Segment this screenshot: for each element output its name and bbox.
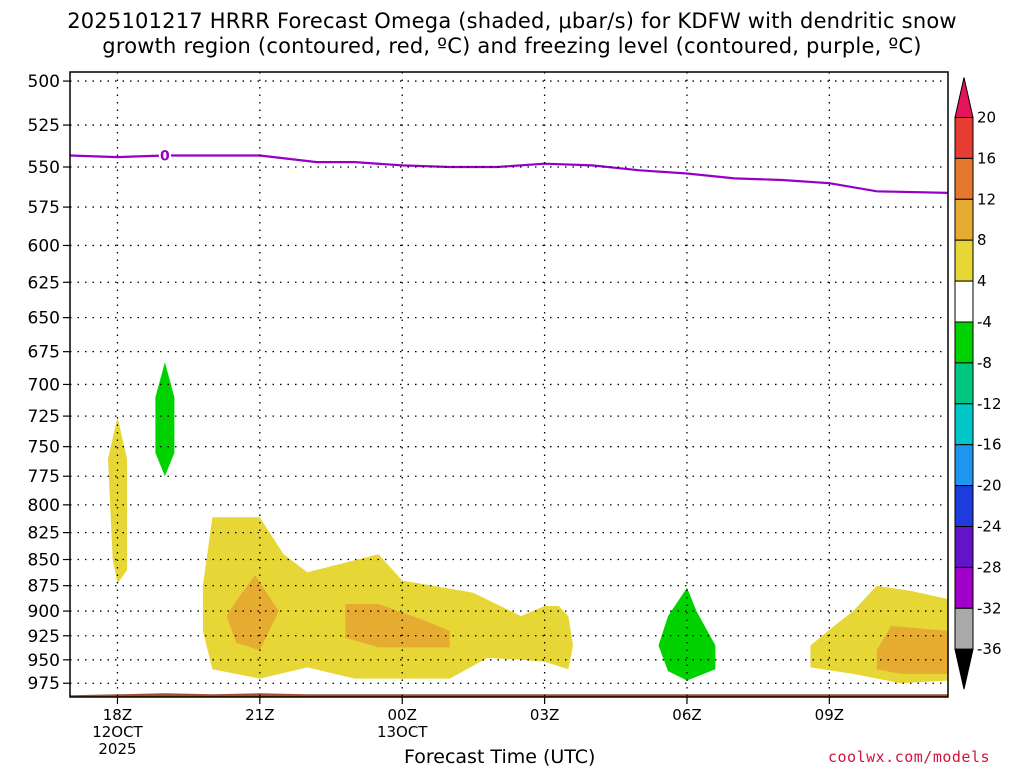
- colorbar-label: -20: [977, 477, 1002, 495]
- colorbar-segment: [954, 444, 974, 487]
- y-tick-label: 800: [28, 496, 60, 516]
- colorbar-segment: [954, 117, 974, 159]
- x-tick-year: 2025: [98, 740, 136, 758]
- x-tick-date: 12OCT: [92, 723, 143, 741]
- x-tick-date: 13OCT: [377, 723, 428, 741]
- colorbar-label: -12: [977, 395, 1002, 413]
- colorbar-segment: [954, 157, 974, 200]
- colorbar-segment: [954, 485, 974, 528]
- colorbar-segment: [954, 566, 974, 609]
- plot-clipped-group: 0: [70, 147, 948, 697]
- y-tick-label: 700: [28, 375, 60, 395]
- x-tick-label: 06Z: [672, 706, 701, 724]
- y-tick-label: 725: [28, 407, 60, 427]
- omega-region-6: [658, 587, 716, 681]
- colorbar-label: -4: [977, 313, 992, 331]
- y-tick-label: 750: [28, 438, 60, 458]
- y-tick-label: 650: [28, 309, 60, 329]
- y-tick-label: 600: [28, 236, 60, 256]
- y-tick-label: 825: [28, 524, 60, 544]
- chart-title-line-2: growth region (contoured, red, ºC) and f…: [102, 34, 922, 58]
- colorbar-segment: [954, 403, 974, 446]
- y-tick-label: 575: [28, 198, 60, 218]
- colorbar-segment: [954, 239, 974, 282]
- colorbar-bottom-arrow: [954, 648, 974, 690]
- colorbar-label: -36: [977, 640, 1002, 658]
- colorbar-label: -8: [977, 354, 992, 372]
- freezing-level-label: 0: [160, 148, 170, 164]
- freezing-level-line: [70, 154, 948, 194]
- omega-region-5: [345, 604, 450, 648]
- x-tick-label: 03Z: [530, 706, 559, 724]
- omega-region-2: [155, 362, 175, 477]
- omega-region-3: [202, 517, 574, 679]
- x-tick-label: 18Z: [103, 706, 132, 724]
- colorbar-label: -16: [977, 436, 1002, 454]
- colorbar-label: 12: [977, 190, 996, 208]
- y-tick-label: 925: [28, 627, 60, 647]
- colorbar-segment: [954, 280, 974, 323]
- x-tick-label: 21Z: [245, 706, 274, 724]
- colorbar-label: -32: [977, 599, 1002, 617]
- colorbar-top-arrow: [954, 77, 974, 118]
- freezing-level-label-bg: [158, 147, 171, 163]
- colorbar-label: 16: [977, 149, 996, 167]
- x-tick-label: 09Z: [815, 706, 844, 724]
- y-tick-label: 875: [28, 577, 60, 597]
- colorbar-segment: [954, 321, 974, 364]
- y-tick-label: 525: [28, 116, 60, 136]
- y-tick-label: 900: [28, 602, 60, 622]
- terrain-fill: [70, 693, 948, 697]
- y-tick-label: 500: [28, 72, 60, 92]
- x-axis-title: Forecast Time (UTC): [404, 746, 596, 768]
- colorbar-label: -24: [977, 518, 1002, 536]
- colorbar-segment: [954, 198, 974, 241]
- y-tick-label: 850: [28, 551, 60, 571]
- y-tick-label: 950: [28, 651, 60, 671]
- colorbar-label: -28: [977, 558, 1002, 576]
- colorbar-label: 4: [977, 272, 987, 290]
- credit-link[interactable]: coolwx.com/models: [828, 748, 991, 766]
- omega-region-8: [876, 626, 948, 674]
- x-tick-label: 00Z: [388, 706, 417, 724]
- chart-title-line-1: 2025101217 HRRR Forecast Omega (shaded, …: [67, 9, 957, 33]
- colorbar-label: 20: [977, 109, 996, 127]
- colorbar-segment: [954, 362, 974, 405]
- colorbar-segment: [954, 526, 974, 568]
- y-tick-label: 550: [28, 158, 60, 178]
- y-tick-label: 775: [28, 467, 60, 487]
- colorbar-segment: [954, 607, 974, 650]
- y-tick-label: 675: [28, 343, 60, 363]
- omega-region-4: [226, 575, 279, 651]
- y-tick-label: 625: [28, 273, 60, 293]
- colorbar-label: 8: [977, 231, 987, 249]
- y-tick-label: 975: [28, 674, 60, 694]
